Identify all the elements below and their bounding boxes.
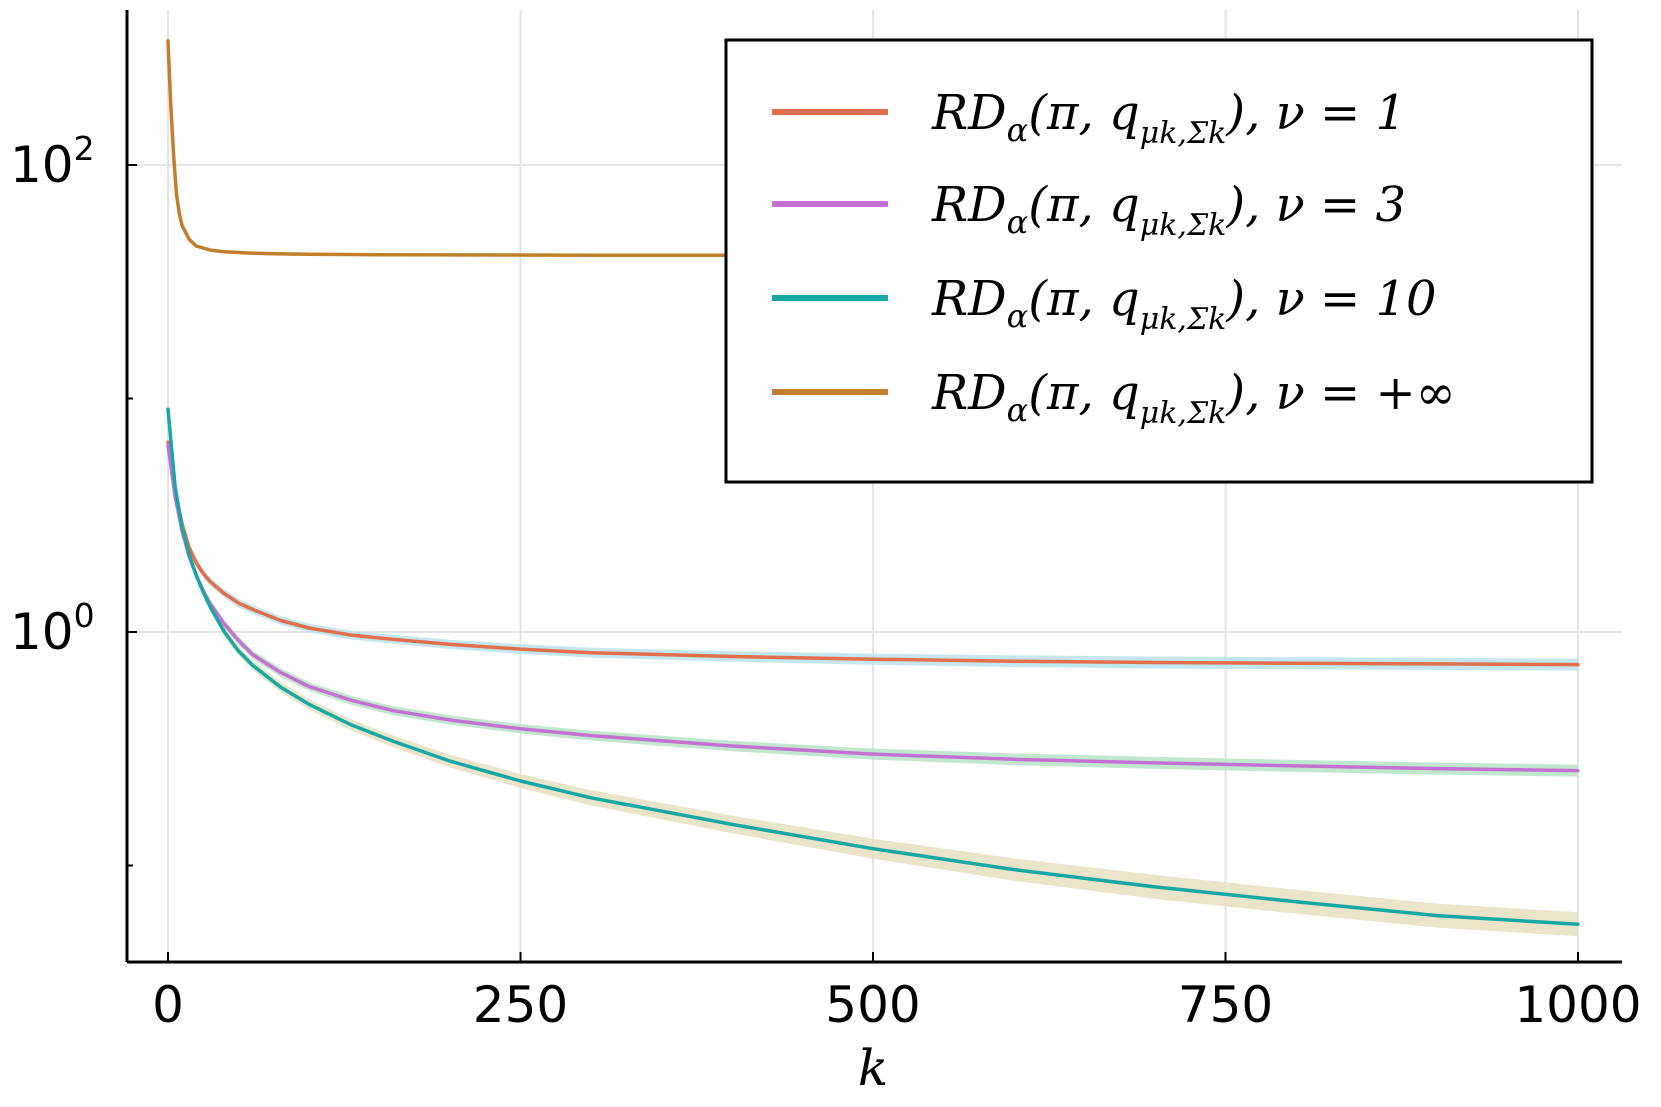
series-line-3 xyxy=(166,39,734,257)
legend: RDα(π, qμk,Σk), ν = 1 RDα(π, qμk,Σk), ν =… xyxy=(724,38,1594,484)
x-tick-label-750: 750 xyxy=(1178,976,1273,1034)
x-tick-label-250: 250 xyxy=(473,976,568,1034)
x-axis-label: k xyxy=(858,1039,888,1097)
legend-label-3: RDα(π, qμk,Σk), ν = +∞ xyxy=(931,365,1456,431)
axes xyxy=(125,10,1622,964)
x-tick-label-0: 0 xyxy=(152,976,184,1034)
legend-label-2: RDα(π, qμk,Σk), ν = 10 xyxy=(931,271,1437,337)
legend-label-1: RDα(π, qμk,Σk), ν = 3 xyxy=(931,177,1406,243)
y-tick-label-2: 102 xyxy=(10,129,95,194)
series-line-2 xyxy=(166,407,1580,927)
legend-label-0: RDα(π, qμk,Σk), ν = 1 xyxy=(931,85,1406,151)
x-tick-label-500: 500 xyxy=(825,976,920,1034)
series-line-0 xyxy=(166,440,1580,667)
x-tick-label-1000: 1000 xyxy=(1514,976,1641,1034)
series-lines xyxy=(166,39,1580,927)
